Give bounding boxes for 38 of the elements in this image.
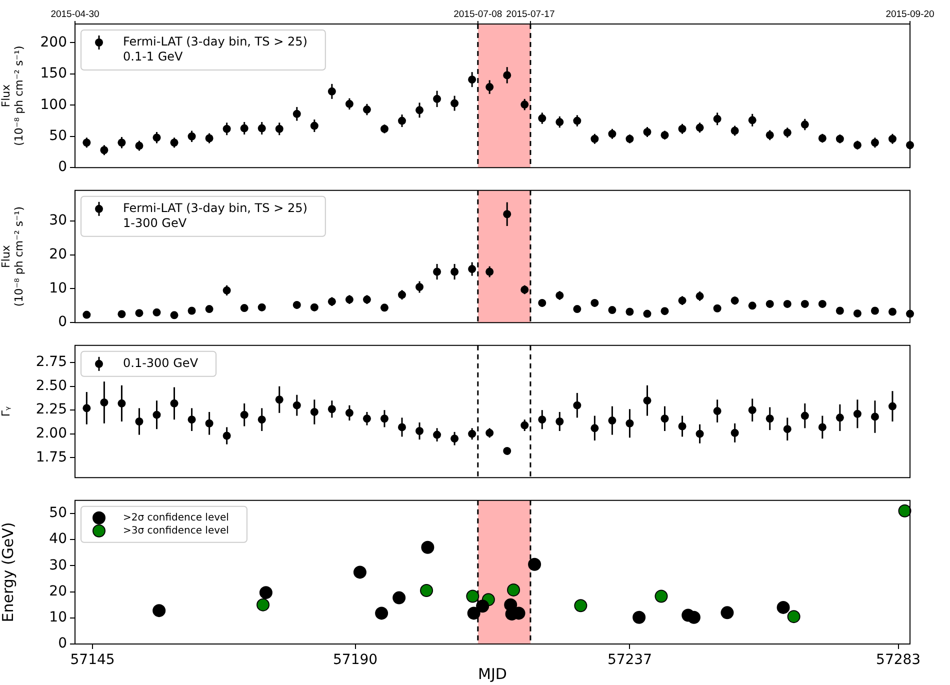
y-tick-label: 150 <box>40 66 67 82</box>
x-tick-label: 57237 <box>607 652 652 668</box>
y-tick-label: 2.00 <box>36 425 67 442</box>
y-tick-label: 1.75 <box>36 449 67 466</box>
x2-tick-label: 2015-09-20 <box>886 8 934 20</box>
y-tick-label: 0 <box>58 159 67 176</box>
y-tick-label: 20 <box>49 583 67 600</box>
y-axis-title: Flux (10⁻⁸ ph cm⁻² s⁻¹) <box>0 206 26 307</box>
y-tick-label: 2.25 <box>36 402 67 418</box>
legend-label: Fermi-LAT (3-day bin, TS > 25) 1-300 GeV <box>123 201 308 230</box>
x-tick-label: 57145 <box>70 652 115 668</box>
legend-label: Fermi-LAT (3-day bin, TS > 25) 0.1-1 GeV <box>123 34 308 64</box>
y-tick-label: 40 <box>49 531 67 548</box>
x-axis-title: MJD <box>478 664 507 683</box>
y-tick-label: 0 <box>58 314 67 330</box>
x-tick-label: 57283 <box>876 652 921 668</box>
y-axis-title: Γᵧ <box>0 406 12 417</box>
legend-label: >3σ confidence level <box>123 525 229 536</box>
y-tick-label: 200 <box>40 34 67 50</box>
x-tick-label: 57190 <box>333 652 378 668</box>
y-tick-label: 30 <box>49 557 67 574</box>
y-tick-label: 10 <box>49 610 67 626</box>
x2-tick-label: 2015-07-08 <box>454 8 502 20</box>
y-axis-title: Flux (10⁻⁸ ph cm⁻² s⁻¹) <box>0 46 26 146</box>
y-tick-label: 0 <box>58 636 67 652</box>
y-tick-label: 30 <box>49 212 67 229</box>
y-tick-label: 20 <box>49 246 67 262</box>
y-tick-label: 50 <box>49 128 67 144</box>
y-axis-title: Energy (GeV) <box>0 522 17 622</box>
y-tick-label: 100 <box>40 96 67 113</box>
y-tick-label: 50 <box>49 505 67 522</box>
legend-label: >2σ confidence level <box>123 512 229 524</box>
y-tick-label: 2.50 <box>36 378 67 394</box>
legend-label: 0.1-300 GeV <box>123 356 199 370</box>
x2-tick-label: 2015-07-17 <box>506 8 555 20</box>
y-tick-label: 2.75 <box>36 354 67 370</box>
y-tick-label: 10 <box>49 280 67 296</box>
x2-tick-label: 2015-04-30 <box>50 8 100 20</box>
